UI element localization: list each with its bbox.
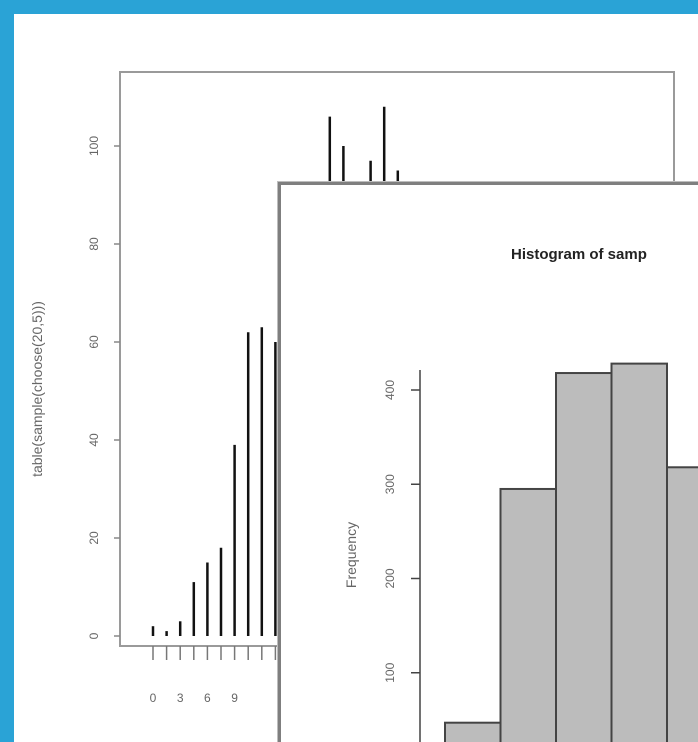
back-x-tick-label: 0 (150, 691, 157, 705)
back-y-tick-label: 100 (87, 136, 101, 156)
histogram-plot-window[interactable]: Histogram of samp 100 200 300 400 Frequency (278, 182, 698, 742)
histogram-bar (444, 721, 502, 742)
histogram-plot: Histogram of samp 100 200 300 400 Frequency (343, 246, 698, 742)
back-y-tick-label: 80 (87, 237, 101, 251)
histogram-y-tick-label: 100 (383, 662, 397, 682)
back-y-axis-label: table(sample(choose(20,5))) (29, 301, 45, 477)
histogram-y-tick-label: 300 (383, 474, 397, 494)
histogram-bar (499, 487, 557, 742)
back-x-tick-label: 3 (177, 691, 184, 705)
histogram-y-tick-label: 400 (383, 380, 397, 400)
screenshot-frame: 0 20 40 60 80 100 0 3 6 9 table(sample(choose(20… (14, 14, 698, 742)
back-y-tick-label: 0 (87, 632, 101, 639)
histogram-bar (610, 362, 668, 742)
histogram-bar (555, 372, 613, 742)
back-y-tick-label: 20 (87, 531, 101, 545)
back-y-tick-label: 60 (87, 335, 101, 349)
histogram-y-tick-label: 200 (383, 568, 397, 588)
back-y-tick-label: 40 (87, 433, 101, 447)
histogram-title: Histogram of samp (511, 246, 647, 263)
back-x-tick-label: 6 (204, 691, 211, 705)
histogram-bar (666, 466, 698, 742)
histogram-y-axis-label: Frequency (343, 522, 359, 588)
back-x-tick-label: 9 (231, 691, 238, 705)
